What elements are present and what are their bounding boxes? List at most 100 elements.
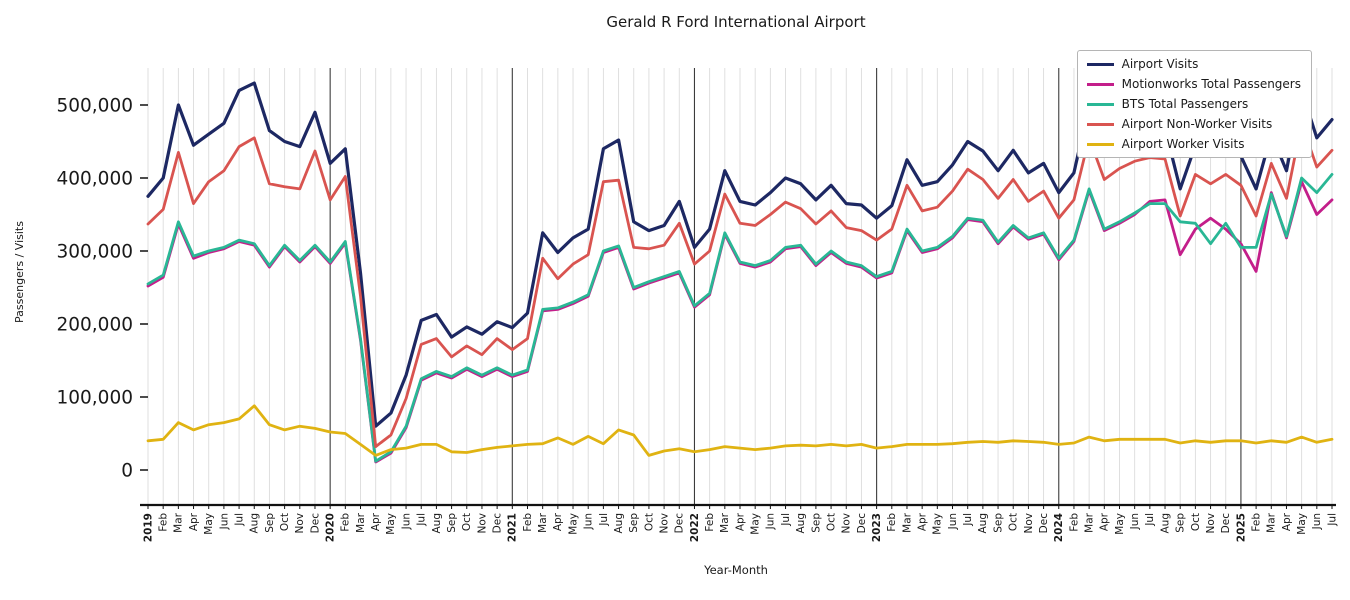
- x-tick-label: Apr: [917, 512, 929, 531]
- x-tick-label: Apr: [188, 512, 200, 531]
- x-tick-label: Aug: [431, 513, 443, 534]
- legend-label: Airport Visits: [1121, 57, 1199, 71]
- x-tick-label: Nov: [294, 513, 306, 534]
- legend-line-swatch: [1086, 82, 1114, 86]
- x-tick-label: May: [385, 513, 397, 535]
- x-tick-label: Nov: [1023, 513, 1035, 534]
- legend-line-swatch: [1086, 142, 1114, 146]
- legend-line-swatch: [1086, 62, 1114, 66]
- x-tick-label: Aug: [613, 513, 625, 534]
- x-tick-label: Mar: [173, 512, 185, 532]
- x-tick-label: Dec: [491, 513, 503, 534]
- x-tick-label: Mar: [901, 512, 913, 532]
- x-tick-label: Feb: [886, 513, 898, 532]
- x-tick-label: Dec: [674, 513, 686, 534]
- y-tick-label: 200,000: [56, 314, 133, 335]
- x-tick-label: May: [203, 513, 215, 535]
- legend-item-airport-worker-visits: Airport Worker Visits: [1086, 137, 1301, 151]
- x-tick-label: Apr: [552, 512, 564, 531]
- x-axis-label: Year-Month: [704, 563, 768, 577]
- x-tick-label: Nov: [841, 513, 853, 534]
- x-tick-label: Oct: [1008, 513, 1020, 531]
- x-tick-label: Dec: [1220, 513, 1232, 534]
- x-tick-label: 2022: [689, 513, 701, 542]
- x-tick-label: Jul: [416, 513, 428, 527]
- y-tick-label: 500,000: [56, 95, 133, 116]
- legend-item-bts-total-passengers: BTS Total Passengers: [1086, 97, 1301, 111]
- series-line-airport-worker-visits: [146, 404, 1334, 457]
- x-tick-label: Jul: [1144, 513, 1156, 527]
- y-tick-label: 400,000: [56, 168, 133, 189]
- legend-label: Airport Non-Worker Visits: [1121, 117, 1273, 131]
- x-tick-label: Oct: [461, 513, 473, 531]
- x-tick-label: 2021: [507, 513, 519, 542]
- x-tick-label: Nov: [1205, 513, 1217, 534]
- x-tick-label: Jun: [218, 513, 230, 530]
- legend: Airport Visits Motionworks Total Passenge…: [1076, 50, 1312, 158]
- x-tick-label: Jul: [1326, 513, 1338, 527]
- series-line-airport-non-worker-visits: [146, 121, 1334, 449]
- legend-item-airport-visits: Airport Visits: [1086, 57, 1301, 71]
- legend-label: Motionworks Total Passengers: [1121, 77, 1301, 91]
- x-tick-label: Apr: [1281, 512, 1293, 531]
- y-tick-label: 300,000: [56, 241, 133, 262]
- x-tick-label: Oct: [1190, 513, 1202, 531]
- x-tick-label: Jun: [1129, 513, 1141, 530]
- x-tick-label: 2020: [325, 513, 337, 542]
- x-tick-label: Sep: [992, 513, 1004, 533]
- x-tick-label: Feb: [522, 513, 534, 532]
- y-tick-label: 0: [121, 460, 133, 481]
- x-tick-label: Nov: [658, 513, 670, 534]
- x-tick-label: Mar: [1266, 512, 1278, 532]
- legend-item-motionworks-total-passengers: Motionworks Total Passengers: [1086, 77, 1301, 91]
- x-tick-label: Jun: [400, 513, 412, 530]
- x-tick-label: Jun: [947, 513, 959, 530]
- x-tick-label: May: [567, 513, 579, 535]
- x-tick-label: 2024: [1053, 513, 1065, 542]
- x-tick-label: May: [932, 513, 944, 535]
- x-tick-label: Jul: [780, 513, 792, 527]
- x-tick-label: Jul: [598, 513, 610, 527]
- x-tick-label: 2025: [1235, 513, 1247, 542]
- x-tick-label: Sep: [810, 513, 822, 533]
- x-tick-label: Jun: [765, 513, 777, 530]
- x-tick-label: May: [1296, 513, 1308, 535]
- x-tick-label: Mar: [537, 512, 549, 532]
- y-tick-label: 100,000: [56, 387, 133, 408]
- x-tick-label: Dec: [309, 513, 321, 534]
- x-tick-label: Sep: [264, 513, 276, 533]
- x-tick-label: Feb: [1250, 513, 1262, 532]
- x-tick-label: May: [750, 513, 762, 535]
- legend-line-swatch: [1086, 122, 1114, 126]
- x-tick-label: Aug: [977, 513, 989, 534]
- x-tick-label: Feb: [1068, 513, 1080, 532]
- x-tick-label: Aug: [795, 513, 807, 534]
- x-tick-label: Jun: [583, 513, 595, 530]
- x-tick-label: Apr: [370, 512, 382, 531]
- x-tick-label: Aug: [249, 513, 261, 534]
- x-tick-label: Sep: [1175, 513, 1187, 533]
- x-tick-label: Aug: [1159, 513, 1171, 534]
- legend-label: Airport Worker Visits: [1121, 137, 1245, 151]
- x-tick-label: Apr: [1099, 512, 1111, 531]
- x-tick-label: Mar: [1083, 512, 1095, 532]
- x-tick-label: Jul: [962, 513, 974, 527]
- x-tick-label: 2023: [871, 513, 883, 542]
- legend-item-airport-non-worker-visits: Airport Non-Worker Visits: [1086, 117, 1301, 131]
- series-line-bts-total-passengers: [146, 172, 1334, 463]
- x-tick-label: Dec: [856, 513, 868, 534]
- x-tick-label: Feb: [340, 513, 352, 532]
- x-tick-label: Oct: [825, 513, 837, 531]
- x-tick-label: Mar: [355, 512, 367, 532]
- x-tick-label: Mar: [719, 512, 731, 532]
- x-tick-label: May: [1114, 513, 1126, 535]
- x-tick-label: Apr: [734, 512, 746, 531]
- x-tick-label: Oct: [279, 513, 291, 531]
- x-tick-label: Dec: [1038, 513, 1050, 534]
- x-tick-label: Jun: [1311, 513, 1323, 530]
- x-tick-label: Nov: [476, 513, 488, 534]
- x-tick-label: Sep: [628, 513, 640, 533]
- x-tick-label: Feb: [704, 513, 716, 532]
